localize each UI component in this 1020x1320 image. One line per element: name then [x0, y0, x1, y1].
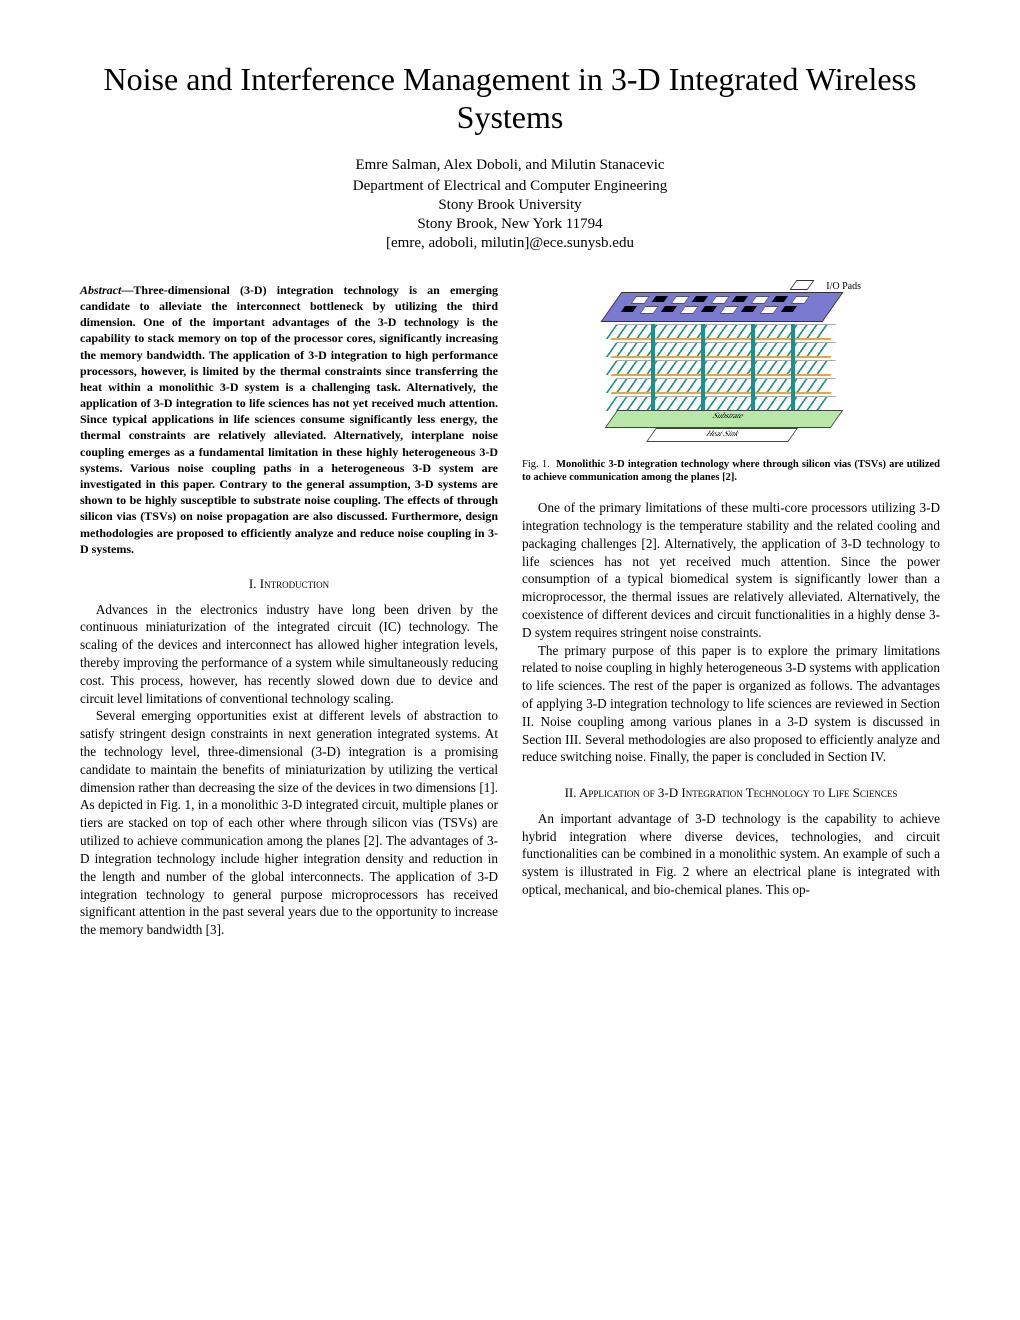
abstract: Abstract—Three-dimensional (3-D) integra… — [80, 282, 498, 557]
abstract-text: —Three-dimensional (3-D) integration tec… — [80, 283, 498, 556]
figure-1: I/O Pads — [522, 282, 940, 485]
section-1-heading: I. Introduction — [80, 575, 498, 593]
university: Stony Brook University — [80, 197, 940, 214]
paragraph-5: An important advantage of 3-D technology… — [522, 810, 940, 899]
substrate-label: Substrate — [605, 410, 844, 428]
paragraph-1: Advances in the electronics industry hav… — [80, 601, 498, 708]
right-column: I/O Pads — [522, 282, 940, 939]
figure-1-caption-label: Fig. 1. — [522, 459, 550, 470]
department: Department of Electrical and Computer En… — [80, 178, 940, 195]
section-2-heading: II. Application of 3-D Integration Techn… — [522, 784, 940, 802]
abstract-label: Abstract — [80, 283, 121, 297]
two-column-body: Abstract—Three-dimensional (3-D) integra… — [80, 282, 940, 939]
paragraph-4: The primary purpose of this paper is to … — [522, 642, 940, 767]
paper-title: Noise and Interference Management in 3-D… — [80, 60, 940, 137]
address: Stony Brook, New York 11794 — [80, 216, 940, 233]
figure-1-diagram: I/O Pads — [581, 282, 881, 452]
email: [emre, adoboli, milutin]@ece.sunysb.edu — [80, 235, 940, 252]
left-column: Abstract—Three-dimensional (3-D) integra… — [80, 282, 498, 939]
figure-1-caption-text: Monolithic 3-D integration technology wh… — [522, 459, 940, 484]
heatsink-label: Heat Sink — [646, 428, 798, 442]
figure-1-caption: Fig. 1. Monolithic 3-D integration techn… — [522, 458, 940, 485]
paragraph-2: Several emerging opportunities exist at … — [80, 707, 498, 939]
author-line: Emre Salman, Alex Doboli, and Milutin St… — [80, 157, 940, 174]
paragraph-3: One of the primary limitations of these … — [522, 499, 940, 642]
io-pad-legend-icon — [789, 280, 814, 290]
